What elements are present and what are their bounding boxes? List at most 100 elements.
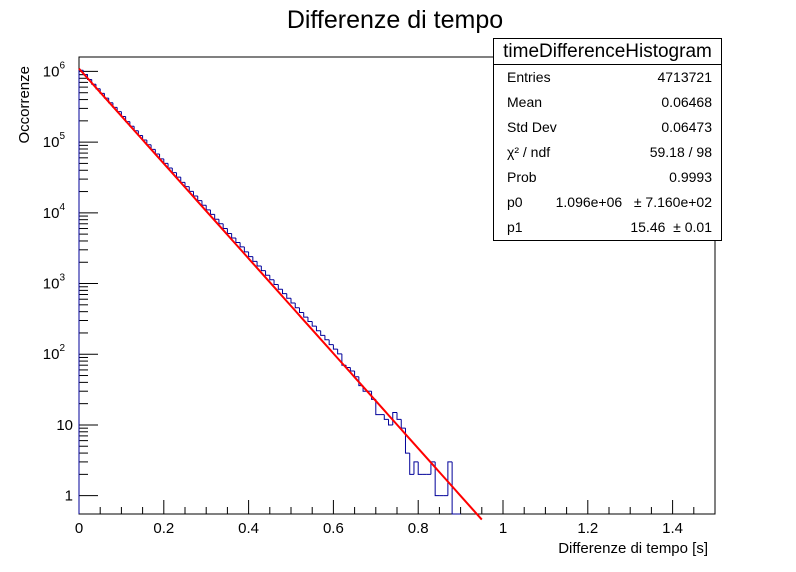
histogram-bin — [171, 168, 177, 174]
x-tick-label: 1.2 — [577, 520, 598, 537]
histogram-bin — [286, 293, 291, 299]
stats-box-title: timeDifferenceHistogram — [494, 39, 721, 65]
stats-label: Mean — [507, 94, 543, 110]
histogram-bin — [290, 298, 296, 304]
stats-value: 1.096e+06 ± 7.160e+02 — [555, 194, 712, 210]
y-tick-label: 1 — [65, 488, 73, 505]
y-axis-label: Occorrenze — [16, 66, 33, 144]
stats-value: 0.06468 — [661, 94, 712, 110]
stats-row-std-dev: Std Dev 0.06473 — [494, 115, 721, 140]
histogram-bin — [265, 270, 270, 276]
y-tick-label: 104 — [43, 202, 66, 222]
stats-value: 15.46 ± 0.01 — [630, 219, 712, 235]
histogram-bin — [417, 461, 423, 475]
stats-label: Std Dev — [507, 119, 557, 135]
histogram-bin — [188, 186, 194, 192]
histogram-bin — [163, 158, 169, 164]
chart-title: Differenze di tempo — [287, 6, 503, 34]
histogram-bin — [354, 370, 359, 378]
histogram-series — [78, 69, 461, 515]
histogram-bin — [337, 349, 342, 355]
x-tick-label: 0.2 — [153, 520, 174, 537]
histogram-bin — [197, 196, 202, 202]
histogram-bin — [273, 279, 279, 285]
histogram-bin — [388, 419, 393, 426]
histogram-bin — [413, 461, 419, 475]
stats-row-entries: Entries 4713721 — [494, 65, 721, 90]
histogram-bin — [383, 414, 389, 420]
histogram-bin — [349, 367, 355, 372]
axis-tick-labels: 0 0.2 0.4 0.6 0.8 1 1.2 1.4 1 10 102 103 104 105 106 — [43, 60, 683, 537]
histogram-bin — [396, 412, 402, 420]
histogram-bin — [231, 233, 236, 239]
histogram-bin — [222, 223, 228, 230]
y-tick-label: 106 — [43, 60, 66, 80]
x-tick-label: 1 — [499, 520, 507, 537]
histogram-bin — [282, 289, 287, 295]
histogram-bin — [434, 461, 440, 497]
stats-row-p0: p0 1.096e+06 ± 7.160e+02 — [494, 190, 721, 215]
y-tick-label: 103 — [43, 273, 66, 293]
histogram-bin — [277, 284, 283, 290]
stats-value: 4713721 — [657, 69, 712, 85]
histogram-bin — [451, 461, 457, 515]
histogram-bin — [332, 344, 338, 350]
histogram-bin — [404, 428, 410, 454]
histogram-bin — [294, 303, 300, 309]
histogram-bin — [205, 205, 211, 211]
y-tick-label: 102 — [43, 343, 66, 363]
stats-label: p1 — [507, 219, 523, 235]
histogram-bin — [235, 238, 241, 244]
x-tick-label: 1.4 — [662, 520, 683, 537]
stats-row-chi2-ndf: χ² / ndf 59.18 / 98 — [494, 140, 721, 165]
histogram-bin — [260, 266, 266, 272]
histogram-bin — [214, 214, 219, 220]
histogram-bin — [209, 209, 215, 215]
histogram-bin — [78, 69, 84, 514]
fit-curve — [78, 67, 483, 521]
x-tick-label: 0 — [75, 520, 83, 537]
histogram-bin — [311, 321, 317, 327]
histogram-bin — [269, 275, 275, 281]
stats-value: 0.06473 — [661, 119, 712, 135]
histogram-bin — [243, 246, 249, 253]
histogram-bin — [256, 261, 262, 267]
x-tick-label: 0.6 — [323, 520, 344, 537]
histogram-bin — [298, 307, 304, 313]
histogram-bin — [447, 461, 453, 496]
stats-box: timeDifferenceHistogram Entries 4713721 … — [493, 38, 722, 241]
stats-row-mean: Mean 0.06468 — [494, 90, 721, 115]
stats-row-prob: Prob 0.9993 — [494, 165, 721, 190]
histogram-bin — [192, 191, 198, 197]
histogram-bin — [252, 256, 258, 262]
histogram-bin — [315, 326, 321, 332]
stats-label: p0 — [507, 194, 523, 210]
y-tick-label: 105 — [43, 131, 66, 151]
stats-value: 59.18 / 98 — [649, 144, 712, 160]
histogram-bin — [184, 182, 190, 188]
histogram-bin — [248, 251, 253, 258]
stats-value: 0.9993 — [669, 169, 712, 185]
histogram-bin — [176, 172, 181, 178]
histogram-bin — [167, 163, 173, 169]
stats-label: Entries — [507, 69, 551, 85]
histogram-bin — [375, 399, 381, 416]
histogram-bin — [320, 330, 325, 336]
histogram-bin — [328, 339, 334, 346]
histogram-bin — [303, 312, 308, 318]
histogram-bin — [307, 317, 313, 323]
histogram-bin — [201, 200, 207, 206]
x-tick-label: 0.8 — [408, 520, 429, 537]
histogram-bin — [409, 453, 414, 475]
stats-label: χ² / ndf — [507, 144, 551, 160]
histogram-bin — [226, 228, 232, 235]
histogram-bin — [218, 219, 224, 225]
histogram-bin — [400, 419, 406, 429]
x-axis-label: Differenze di tempo [s] — [558, 540, 708, 557]
x-tick-label: 0.4 — [238, 520, 259, 537]
histogram-bin — [180, 177, 185, 183]
histogram-bin — [324, 335, 330, 341]
stats-label: Prob — [507, 169, 537, 185]
stats-row-p1: p1 15.46 ± 0.01 — [494, 215, 721, 240]
